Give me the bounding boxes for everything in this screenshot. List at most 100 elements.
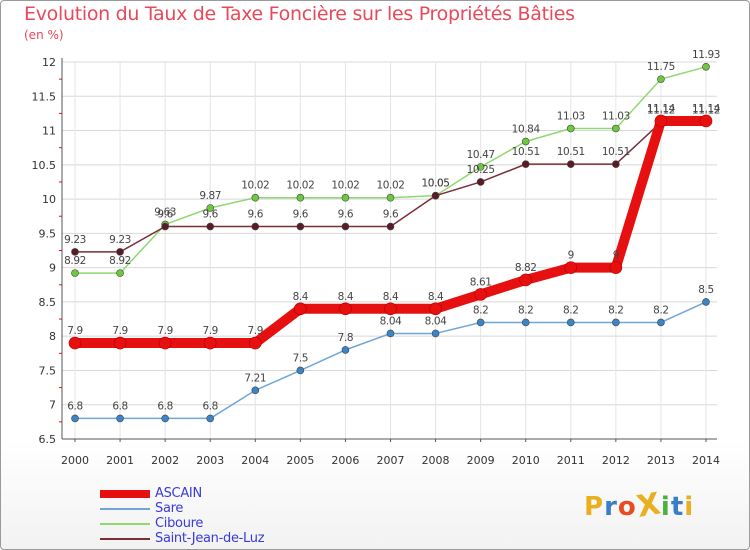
- data-label: 9: [568, 250, 574, 262]
- data-label: 11.12: [692, 104, 720, 116]
- x-tick-label: 2006: [331, 454, 359, 467]
- y-tick-label: 6.5: [39, 433, 57, 446]
- data-label: 11.03: [602, 110, 630, 122]
- data-point: [476, 163, 485, 171]
- data-point: [521, 137, 530, 146]
- data-point: [476, 318, 485, 327]
- data-point: [116, 248, 124, 256]
- data-point: [476, 178, 485, 186]
- data-label: 8.2: [653, 304, 669, 316]
- data-label: 10.25: [467, 164, 495, 176]
- data-point: [251, 386, 260, 395]
- data-label: 10.51: [557, 146, 585, 158]
- y-tick-label: 9.5: [39, 227, 57, 240]
- data-point: [566, 124, 575, 133]
- data-point: [296, 222, 305, 231]
- data-point: [161, 414, 169, 423]
- y-tick-label: 10: [42, 193, 56, 206]
- data-point: [431, 191, 440, 200]
- data-point: [702, 298, 710, 306]
- data-label: 8.2: [473, 304, 489, 316]
- chart-title: Evolution du Taux de Taxe Foncière sur l…: [24, 3, 575, 25]
- data-point: [341, 193, 350, 202]
- data-label: 8.92: [109, 255, 131, 267]
- logo-letter: X: [633, 486, 664, 525]
- data-point: [566, 318, 575, 327]
- y-tick-label: 10.5: [32, 159, 57, 172]
- logo-letter: o: [617, 492, 637, 522]
- data-label: 9.6: [293, 209, 309, 221]
- data-point: [386, 329, 395, 338]
- x-tick-label: 2014: [692, 454, 720, 467]
- data-point: [206, 222, 215, 231]
- data-point: [68, 336, 82, 350]
- data-label: 8.4: [338, 291, 354, 303]
- data-point: [474, 288, 487, 301]
- logo-letter: i: [684, 492, 695, 522]
- data-label: 9.6: [248, 209, 264, 221]
- chart-subtitle: (en %): [24, 28, 64, 42]
- data-point: [386, 222, 395, 231]
- data-label: 10.84: [512, 124, 541, 136]
- data-label: 11.03: [557, 110, 585, 122]
- data-label: 10.02: [376, 180, 404, 192]
- data-label: 10.02: [241, 180, 269, 192]
- data-point: [206, 204, 215, 212]
- data-point: [384, 302, 397, 316]
- data-point: [251, 222, 260, 231]
- data-point: [654, 114, 668, 128]
- data-point: [113, 336, 127, 350]
- data-label: 7.9: [112, 325, 128, 337]
- data-label: 9.6: [383, 209, 399, 221]
- data-label: 9.87: [199, 190, 221, 202]
- data-point: [341, 222, 350, 231]
- legend-label: ASCAIN: [155, 486, 202, 501]
- data-label: 8.2: [518, 304, 534, 316]
- data-point: [702, 62, 710, 71]
- data-label: 10.05: [422, 178, 450, 190]
- data-label: 7.5: [293, 352, 309, 364]
- proxiti-logo: ProXiti: [584, 486, 695, 525]
- data-label: 8.4: [428, 291, 444, 303]
- data-point: [158, 336, 172, 350]
- data-label: 8.5: [698, 284, 714, 296]
- data-label: 9: [613, 250, 619, 262]
- y-tick-label: 7.5: [39, 364, 57, 377]
- data-point: [206, 414, 215, 423]
- legend-swatch: [100, 523, 150, 525]
- x-tick-label: 2002: [151, 454, 179, 467]
- data-point: [699, 114, 713, 128]
- data-label: 10.02: [286, 180, 314, 192]
- data-label: 7.9: [202, 325, 218, 337]
- x-tick-label: 2003: [196, 454, 224, 467]
- data-point: [521, 318, 530, 327]
- data-label: 6.8: [202, 400, 218, 412]
- data-label: 11.12: [647, 104, 675, 116]
- data-point: [519, 273, 533, 287]
- x-tick-label: 2007: [377, 454, 405, 467]
- data-point: [203, 336, 217, 350]
- data-point: [71, 414, 79, 423]
- data-label: 9.6: [338, 209, 354, 221]
- data-label: 6.8: [112, 400, 128, 412]
- data-label: 8.04: [425, 315, 447, 327]
- data-point: [341, 346, 350, 354]
- data-point: [657, 318, 665, 327]
- data-label: 11.14: [647, 103, 676, 115]
- x-tick-label: 2001: [106, 454, 134, 467]
- legend-swatch: [100, 538, 150, 540]
- y-tick-label: 11.5: [32, 90, 57, 103]
- data-label: 10.51: [512, 146, 540, 158]
- x-tick-label: 2013: [647, 454, 675, 467]
- legend-swatch: [100, 490, 150, 498]
- data-label: 9.6: [202, 209, 218, 221]
- data-label: 7.9: [157, 325, 173, 337]
- data-point: [431, 329, 440, 338]
- data-label: 6.8: [67, 400, 83, 412]
- data-point: [612, 124, 620, 133]
- data-point: [521, 160, 530, 168]
- logo-letter: t: [670, 492, 685, 522]
- data-label: 10.02: [331, 180, 359, 192]
- legend-label: Ciboure: [155, 516, 204, 531]
